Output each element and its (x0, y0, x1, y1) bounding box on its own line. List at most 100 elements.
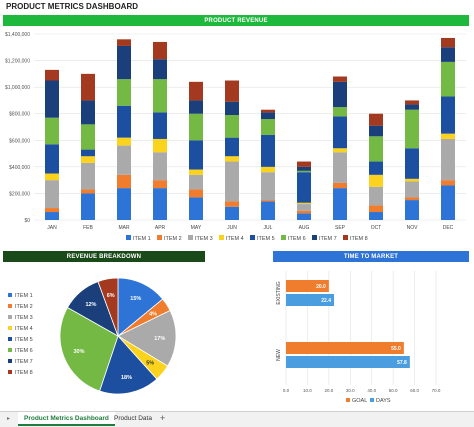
revenue-bar-segment (441, 138, 455, 181)
legend-swatch (157, 235, 162, 240)
legend-swatch (8, 304, 12, 308)
revenue-bar-segment (405, 109, 419, 149)
product-revenue-title: PRODUCT REVENUE (204, 17, 268, 24)
revenue-bar-segment (45, 69, 59, 81)
revenue-bar-segment (297, 213, 311, 220)
time-to-market-banner: TIME TO MARKET (273, 251, 469, 262)
legend-label: ITEM 7 (319, 236, 337, 242)
legend-label: ITEM 3 (15, 315, 33, 321)
pie-data-label: 30% (74, 349, 85, 355)
revenue-bar-segment (81, 149, 95, 157)
bar-data-label: 57.8 (397, 360, 407, 366)
add-sheet-icon[interactable]: + (160, 413, 166, 423)
revenue-bar-segment (297, 161, 311, 167)
x-tick-label: MAY (191, 225, 202, 231)
x-tick-label: 0.0 (283, 388, 290, 393)
revenue-bar-segment (81, 100, 95, 125)
revenue-bar-segment (81, 189, 95, 194)
x-tick-label: JAN (47, 225, 57, 231)
revenue-bar-segment (405, 100, 419, 105)
revenue-bar-segment (441, 37, 455, 48)
revenue-bar-segment (189, 100, 203, 114)
y-tick-label: $1,200,000 (5, 59, 30, 65)
revenue-bar-segment (153, 112, 167, 139)
revenue-bar-segment (405, 200, 419, 220)
x-tick-label: SEP (335, 225, 346, 231)
x-tick-label: APR (155, 225, 166, 231)
legend-swatch (8, 370, 12, 374)
legend-label: DAYS (376, 398, 391, 404)
pie-data-label: 5% (146, 361, 154, 367)
x-tick-label: JUL (264, 225, 273, 231)
pie-data-label: 17% (154, 336, 165, 342)
revenue-bar-segment (45, 212, 59, 220)
revenue-bar-segment (441, 61, 455, 97)
product-revenue-banner: PRODUCT REVENUE (3, 15, 469, 26)
revenue-bar-segment (369, 174, 383, 187)
sheet-tab-bar: ▸ Product Metrics Dashboard Product Data… (0, 411, 474, 427)
revenue-bar-segment (153, 59, 167, 80)
revenue-bar-segment (297, 202, 311, 205)
revenue-breakdown-banner: REVENUE BREAKDOWN (3, 251, 205, 262)
x-tick-label: 10.0 (303, 388, 312, 393)
x-tick-label: 20.0 (324, 388, 333, 393)
revenue-bar-segment (441, 96, 455, 134)
revenue-bar-segment (225, 206, 239, 220)
time-to-market-chart: 0.0 10.0 20.0 30.0 40.0 50.0 60.0 70.0 EXISTING 2… (276, 271, 441, 404)
revenue-bar-segment (45, 144, 59, 174)
x-tick-label: MAR (118, 225, 130, 231)
revenue-bar-segment (81, 162, 95, 190)
revenue-breakdown-chart: 15% 4% 17% 5% 18% 30% 12% 6% ITEM 1 ITEM 2 ITEM 3 I… (8, 277, 177, 395)
revenue-bar-segment (369, 186, 383, 206)
revenue-bar-segment (369, 161, 383, 175)
legend-swatch (281, 235, 286, 240)
revenue-bar-segment (261, 119, 275, 135)
pie-data-label: 6% (107, 293, 115, 299)
x-tick-label: OCT (371, 225, 382, 231)
revenue-bar-segment (369, 125, 383, 137)
revenue-bar-segment (153, 152, 167, 181)
tab-product-data[interactable]: Product Data (114, 415, 152, 422)
tab-scroll-arrow-icon[interactable]: ▸ (7, 416, 11, 422)
revenue-bar-segment (117, 145, 131, 175)
tab-product-metrics-dashboard[interactable]: Product Metrics Dashboard (18, 412, 115, 426)
legend-swatch (370, 398, 374, 402)
revenue-bar-segment (153, 79, 167, 113)
legend-label: ITEM 7 (15, 359, 33, 365)
legend-swatch (250, 235, 255, 240)
time-to-market-bar (286, 280, 329, 292)
y-tick-label: $0 (24, 218, 30, 224)
legend-label: ITEM 8 (15, 370, 33, 376)
y-category-label: NEW (276, 349, 282, 361)
y-tick-label: $600,000 (9, 138, 30, 144)
revenue-bar-segment (441, 133, 455, 139)
revenue-bar-segment (369, 212, 383, 220)
time-to-market-bar (286, 356, 410, 368)
revenue-bar-segment (441, 185, 455, 220)
revenue-bar-segment (333, 107, 347, 117)
pie-slice (117, 277, 164, 337)
product-revenue-chart: $0 $200,000 $400,000 $600,000 $800,000 $1,000… (5, 32, 466, 242)
revenue-bar-segment (153, 180, 167, 189)
x-tick-label: JUN (227, 225, 237, 231)
revenue-bar-segment (333, 188, 347, 220)
revenue-bar-segment (261, 201, 275, 220)
revenue-bar-segment (225, 80, 239, 102)
revenue-bar-segment (117, 137, 131, 146)
legend-swatch (219, 235, 224, 240)
legend-label: ITEM 6 (15, 348, 33, 354)
revenue-bar-segment (189, 189, 203, 198)
revenue-breakdown-title: REVENUE BREAKDOWN (66, 253, 142, 260)
revenue-bar-segment (297, 210, 311, 214)
legend-label: ITEM 1 (133, 236, 151, 242)
revenue-bar-segment (333, 148, 347, 153)
revenue-bar-segment (117, 188, 131, 220)
revenue-bar-segment (45, 173, 59, 181)
pie-data-label: 12% (85, 302, 96, 308)
revenue-bar-segment (189, 174, 203, 190)
pie-slice (59, 306, 119, 392)
revenue-bar-segment (261, 112, 275, 120)
revenue-bar-segment (81, 193, 95, 220)
y-tick-label: $200,000 (9, 191, 30, 197)
revenue-bar-segment (405, 181, 419, 198)
